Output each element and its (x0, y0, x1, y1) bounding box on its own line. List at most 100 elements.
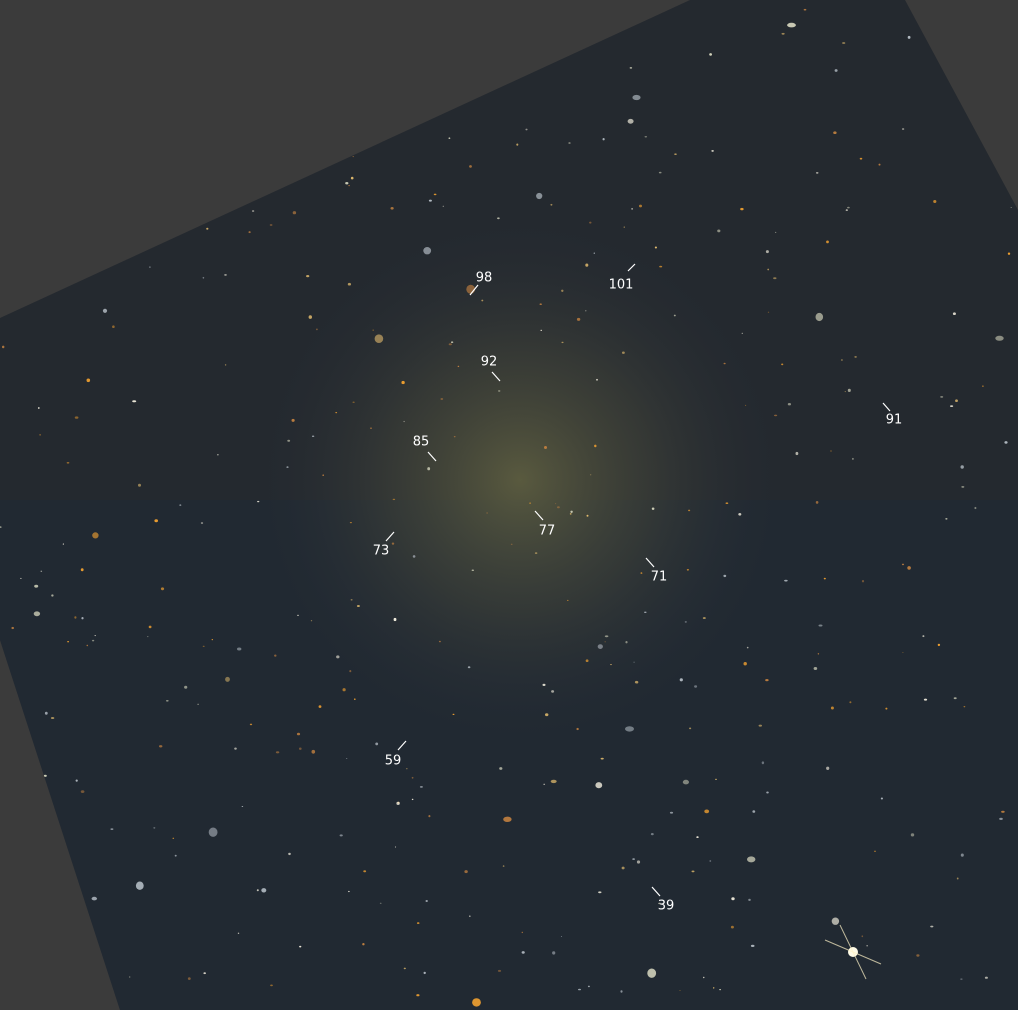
star (256, 889, 259, 892)
star (153, 827, 156, 829)
star (466, 284, 476, 294)
star (567, 599, 569, 601)
star (274, 654, 277, 657)
star (845, 209, 848, 211)
star (0, 526, 2, 528)
star (497, 217, 500, 220)
star (930, 925, 934, 928)
star (403, 420, 405, 423)
star (650, 833, 654, 836)
star (674, 153, 677, 155)
star (600, 757, 604, 760)
star (570, 510, 573, 513)
star (81, 617, 84, 620)
star (318, 705, 322, 708)
star (813, 667, 818, 670)
object-label: 98 (476, 271, 493, 286)
star (576, 317, 581, 321)
star (866, 945, 868, 947)
star (585, 263, 589, 267)
star (471, 569, 474, 571)
star (296, 732, 301, 736)
object-label: 77 (539, 524, 556, 539)
star (448, 137, 451, 139)
star (830, 450, 832, 452)
pointer-line (491, 371, 501, 382)
star (86, 644, 89, 647)
star (632, 858, 635, 860)
star (86, 378, 91, 383)
star (602, 138, 605, 141)
star (129, 976, 131, 978)
star (984, 976, 988, 979)
pointer-line (397, 740, 407, 751)
star (497, 969, 502, 972)
star (510, 543, 513, 545)
star (719, 989, 721, 991)
labels: 98 101 92 91 85 77 73 71 59 39 (373, 263, 903, 914)
object-label: 39 (658, 899, 675, 914)
star (901, 128, 905, 130)
star (745, 404, 747, 406)
star (403, 967, 406, 970)
star (525, 128, 528, 131)
star (405, 768, 408, 770)
star (854, 356, 857, 358)
star (481, 299, 484, 302)
star (703, 976, 705, 979)
star (197, 703, 199, 705)
star (622, 351, 625, 354)
star (200, 522, 204, 524)
star (536, 192, 543, 200)
star (629, 67, 633, 69)
star (1004, 441, 1008, 444)
star (62, 543, 64, 545)
star (691, 870, 695, 873)
star (427, 467, 431, 471)
star (840, 359, 843, 361)
star (11, 626, 14, 630)
star (33, 611, 41, 617)
star (349, 670, 352, 673)
object-label: 73 (373, 544, 390, 559)
star (249, 723, 253, 726)
star (237, 647, 242, 651)
star (765, 679, 769, 682)
star (767, 311, 770, 313)
star (393, 617, 397, 622)
star (288, 852, 291, 856)
pointer-line (534, 510, 544, 521)
star (521, 931, 523, 934)
star (679, 678, 683, 682)
star (452, 713, 455, 716)
star (787, 22, 796, 28)
star (974, 506, 977, 510)
star (598, 891, 602, 894)
star (659, 265, 663, 268)
star (916, 954, 920, 957)
star (623, 226, 625, 228)
star (112, 325, 115, 329)
star (286, 466, 289, 468)
star (561, 289, 564, 292)
star (138, 483, 141, 487)
star (748, 898, 751, 902)
star (224, 364, 227, 366)
star (826, 240, 829, 244)
star (160, 587, 165, 591)
star (597, 644, 603, 649)
star (604, 641, 606, 643)
star (590, 474, 592, 476)
star (555, 503, 557, 505)
star (450, 341, 454, 343)
star (560, 936, 563, 937)
star (80, 790, 85, 793)
star (356, 605, 360, 607)
star (206, 227, 209, 230)
object-label: 91 (886, 413, 903, 428)
star (551, 690, 555, 693)
star (620, 990, 623, 993)
star (154, 519, 158, 523)
star (557, 506, 560, 509)
star (621, 866, 625, 870)
